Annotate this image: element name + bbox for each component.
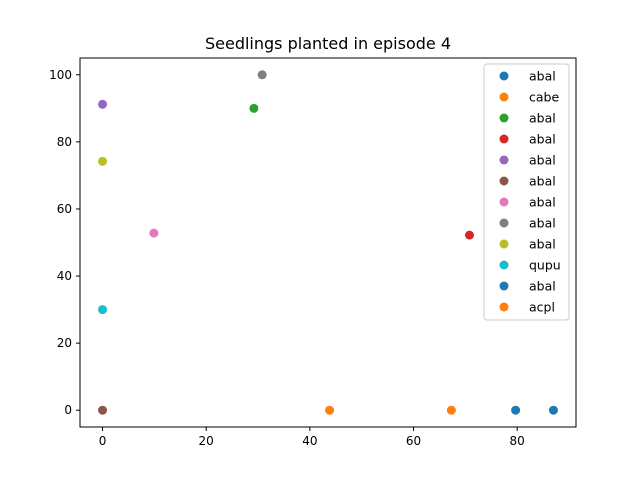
chart-title: Seedlings planted in episode 4 <box>205 34 451 53</box>
legend-label: abal <box>529 195 556 210</box>
data-point-abal <box>511 405 521 415</box>
y-tick-label: 0 <box>64 403 72 417</box>
legend-label: acpl <box>529 300 555 315</box>
legend-marker <box>499 92 509 102</box>
data-point-abal <box>149 228 159 238</box>
data-point-qupu <box>98 305 108 315</box>
legend-marker <box>499 218 509 228</box>
data-point-abal <box>98 99 108 109</box>
y-axis: 0 20 40 60 80 100 <box>49 68 80 417</box>
x-tick-label: 0 <box>99 434 107 448</box>
y-tick-label: 80 <box>57 135 72 149</box>
data-point-abal <box>464 230 474 240</box>
y-tick-label: 60 <box>57 202 72 216</box>
data-point-abal <box>98 405 108 415</box>
data-point-abal <box>98 156 108 166</box>
legend-marker <box>499 176 509 186</box>
legend-marker <box>499 281 509 291</box>
legend-marker <box>499 155 509 165</box>
legend-label: abal <box>529 153 556 168</box>
legend-marker <box>499 71 509 81</box>
data-point-acpl <box>325 405 335 415</box>
plot-frame <box>79 57 577 428</box>
data-point-abal <box>548 405 558 415</box>
legend-label: abal <box>529 111 556 126</box>
legend-marker <box>499 113 509 123</box>
legend-marker <box>499 134 509 144</box>
legend-label: qupu <box>529 258 561 273</box>
legend: abal cabe abal abal abal abal abal abal abal qupu… <box>483 63 570 321</box>
data-points <box>98 70 558 415</box>
legend-label: cabe <box>529 90 559 105</box>
legend-label: abal <box>529 69 556 84</box>
x-tick-label: 80 <box>510 434 525 448</box>
y-tick-label: 100 <box>49 68 72 82</box>
data-point-cabe <box>446 405 456 415</box>
y-tick-label: 20 <box>57 336 72 350</box>
legend-marker <box>499 239 509 249</box>
legend-label: abal <box>529 174 556 189</box>
data-point-abal <box>257 70 267 80</box>
x-tick-label: 20 <box>199 434 214 448</box>
x-axis: 0 20 40 60 80 <box>99 427 525 448</box>
data-point-abal <box>249 103 259 113</box>
y-tick-label: 40 <box>57 269 72 283</box>
legend-label: abal <box>529 216 556 231</box>
x-tick-label: 60 <box>406 434 421 448</box>
legend-box <box>483 63 570 321</box>
legend-label: abal <box>529 237 556 252</box>
legend-marker <box>499 302 509 312</box>
legend-label: abal <box>529 279 556 294</box>
legend-marker <box>499 260 509 270</box>
legend-marker <box>499 197 509 207</box>
x-tick-label: 40 <box>302 434 317 448</box>
legend-label: abal <box>529 132 556 147</box>
